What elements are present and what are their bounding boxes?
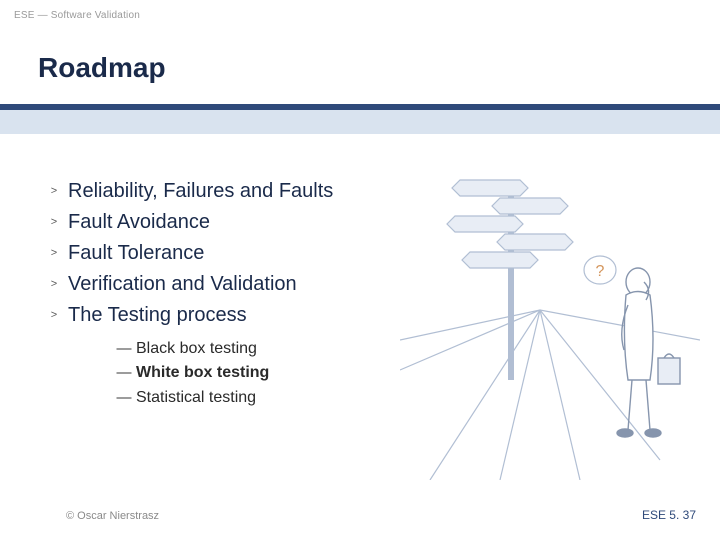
sub-list-item-text: White box testing <box>136 362 269 384</box>
sub-list-item: — Statistical testing <box>112 387 460 409</box>
list-item-text: Reliability, Failures and Faults <box>68 178 333 204</box>
sub-list-item-text: Black box testing <box>136 338 257 360</box>
list-item: > Verification and Validation <box>40 271 460 297</box>
list-item-text: Verification and Validation <box>68 271 297 297</box>
bullet-icon: > <box>40 271 68 290</box>
bullet-icon: > <box>40 302 68 321</box>
list-item-text: Fault Avoidance <box>68 209 210 235</box>
sub-list-item: — White box testing <box>112 362 460 384</box>
bullet-icon: > <box>40 209 68 228</box>
sub-list: — Black box testing — White box testing … <box>112 338 460 409</box>
sub-list-item-text: Statistical testing <box>136 387 256 409</box>
slide-header: ESE — Software Validation <box>14 10 140 21</box>
list-item-text: The Testing process <box>68 302 247 328</box>
list-item: > Fault Tolerance <box>40 240 460 266</box>
svg-text:?: ? <box>596 263 605 280</box>
bullet-icon: > <box>40 240 68 259</box>
slide: ESE — Software Validation Roadmap ? <box>0 0 720 540</box>
list-item: > Reliability, Failures and Faults <box>40 178 460 204</box>
list-item-text: Fault Tolerance <box>68 240 204 266</box>
footer-slide-number: ESE 5. 37 <box>642 508 696 522</box>
list-item: > The Testing process <box>40 302 460 328</box>
content-list: > Reliability, Failures and Faults > Fau… <box>40 178 460 411</box>
sub-list-item: — Black box testing <box>112 338 460 360</box>
dash-icon: — <box>112 387 136 408</box>
dash-icon: — <box>112 338 136 359</box>
list-item: > Fault Avoidance <box>40 209 460 235</box>
slide-title: Roadmap <box>38 52 166 84</box>
bullet-icon: > <box>40 178 68 197</box>
dash-icon: — <box>112 362 136 383</box>
footer-copyright: © Oscar Nierstrasz <box>66 510 159 522</box>
rule-light <box>0 110 720 134</box>
